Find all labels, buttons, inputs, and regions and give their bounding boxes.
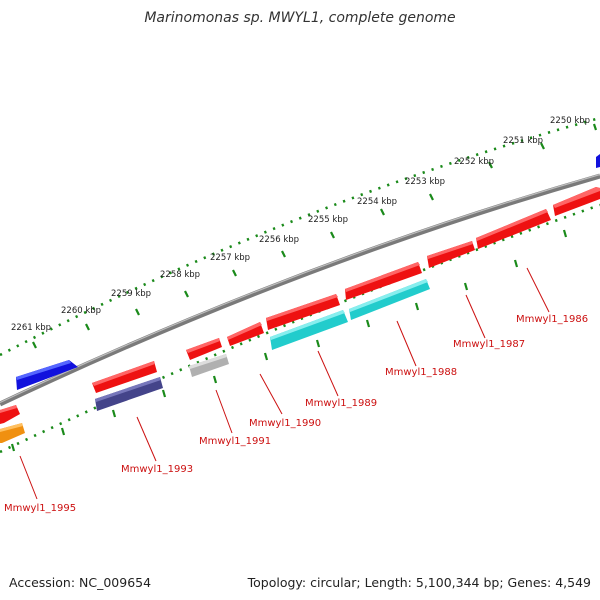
kbp-label: 2260 kbp bbox=[61, 306, 101, 316]
kbp-label: 2253 kbp bbox=[405, 177, 445, 187]
gene-arrow bbox=[189, 354, 229, 377]
kbp-label: 2250 kbp bbox=[550, 116, 590, 126]
gene-arrow bbox=[427, 241, 475, 268]
inner-major-ticks bbox=[10, 229, 568, 452]
gene-label: Mmwyl1_1989 bbox=[305, 398, 377, 409]
gene-arrow bbox=[476, 209, 551, 249]
gene-label: Mmwyl1_1995 bbox=[4, 503, 76, 514]
gene-label: Mmwyl1_1991 bbox=[199, 436, 271, 447]
kbp-label: 2257 kbp bbox=[210, 253, 250, 263]
gene-arrow bbox=[266, 294, 340, 330]
kbp-label: 2256 kbp bbox=[259, 235, 299, 245]
gene-arrow bbox=[345, 262, 422, 300]
topology-summary: Topology: circular; Length: 5,100,344 bp… bbox=[247, 575, 591, 590]
map-title: Marinomonas sp. MWYL1, complete genome bbox=[144, 10, 456, 26]
gene-label: Mmwyl1_1986 bbox=[516, 314, 588, 325]
kbp-label: 2258 kbp bbox=[160, 270, 200, 280]
gene-label: Mmwyl1_1990 bbox=[249, 418, 321, 429]
gene-arrow bbox=[596, 154, 600, 168]
kbp-label-group: 2250 kbp 2251 kbp 2252 kbp 2253 kbp 2254… bbox=[11, 116, 590, 333]
gene-arrow bbox=[16, 360, 78, 390]
gene-label-group: Mmwyl1_1986 Mmwyl1_1987 Mmwyl1_1988 Mmwy… bbox=[4, 314, 588, 514]
gene-label: Mmwyl1_1993 bbox=[121, 464, 193, 475]
outer-strand-genes bbox=[16, 154, 600, 390]
inner-strand-genes bbox=[0, 187, 600, 443]
outer-tick-ring bbox=[0, 116, 600, 357]
gene-arrow bbox=[270, 310, 348, 350]
gene-label-connectors bbox=[19, 267, 550, 500]
gene-label: Mmwyl1_1987 bbox=[453, 339, 525, 350]
gene-label: Mmwyl1_1988 bbox=[385, 367, 457, 378]
gene-arrow bbox=[95, 377, 163, 411]
accession-text: Accession: NC_009654 bbox=[9, 575, 152, 590]
kbp-label: 2259 kbp bbox=[111, 289, 151, 299]
kbp-label: 2261 kbp bbox=[11, 323, 51, 333]
outer-major-ticks bbox=[32, 123, 598, 349]
kbp-label: 2255 kbp bbox=[308, 215, 348, 225]
kbp-label: 2252 kbp bbox=[454, 157, 494, 167]
kbp-label: 2251 kbp bbox=[503, 136, 543, 146]
genome-backbone bbox=[0, 173, 600, 407]
gene-arrow bbox=[349, 279, 430, 320]
kbp-label: 2254 kbp bbox=[357, 197, 397, 207]
